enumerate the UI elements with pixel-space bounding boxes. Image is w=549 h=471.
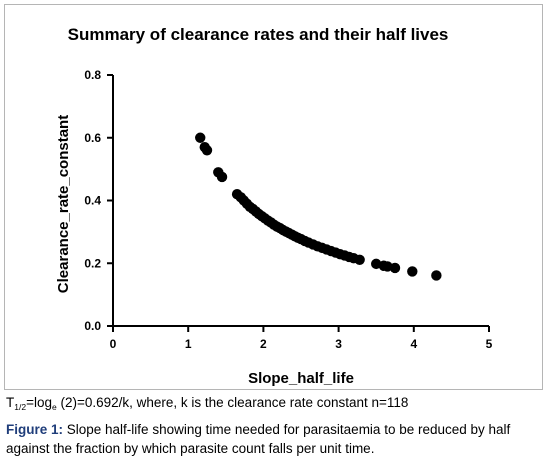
- x-tick-label: 5: [486, 337, 493, 351]
- chart-title: Summary of clearance rates and their hal…: [68, 25, 449, 44]
- x-tick-label: 2: [260, 337, 267, 351]
- x-tick-label: 4: [410, 337, 417, 351]
- data-point: [407, 266, 418, 277]
- y-tick-label: 0.4: [84, 194, 101, 208]
- data-point: [354, 254, 365, 265]
- data-point: [216, 171, 228, 183]
- data-point: [389, 262, 401, 274]
- formula-note: T1/2=loge (2)=0.692/k, where, k is the c…: [6, 394, 544, 416]
- ticks: 0 1 2 3 4 5 0.0 0.2 0.4 0.6 0.8: [84, 68, 492, 351]
- y-axis-label: Clearance_rate_constant: [55, 115, 72, 293]
- caption-text: Slope half-life showing time needed for …: [6, 422, 511, 456]
- axes: [112, 75, 489, 327]
- x-tick-label: 0: [110, 337, 117, 351]
- x-tick-label: 1: [185, 337, 192, 351]
- figure-caption: Figure 1: Slope half-life showing time n…: [6, 420, 544, 458]
- x-tick-label: 3: [335, 337, 342, 351]
- formula-log-subscript: e: [51, 402, 57, 412]
- formula-t: T: [6, 395, 15, 410]
- data-point: [431, 270, 442, 281]
- y-tick-label: 0.0: [84, 319, 101, 333]
- data-point: [195, 132, 206, 143]
- formula-rest: (2)=0.692/k, where, k is the clearance r…: [56, 395, 409, 410]
- scatter-chart: Summary of clearance rates and their hal…: [55, 25, 493, 387]
- x-axis-label: Slope_half_life: [248, 370, 354, 387]
- data-points: [195, 132, 442, 281]
- y-tick-label: 0.8: [84, 68, 101, 82]
- formula-log: =log: [26, 395, 52, 410]
- y-tick-label: 0.2: [84, 256, 101, 270]
- formula-t-subscript: 1/2: [14, 402, 27, 412]
- figure-frame: Summary of clearance rates and their hal…: [4, 4, 543, 390]
- data-point: [201, 145, 213, 156]
- caption-label: Figure 1:: [6, 422, 64, 437]
- y-tick-label: 0.6: [84, 131, 101, 145]
